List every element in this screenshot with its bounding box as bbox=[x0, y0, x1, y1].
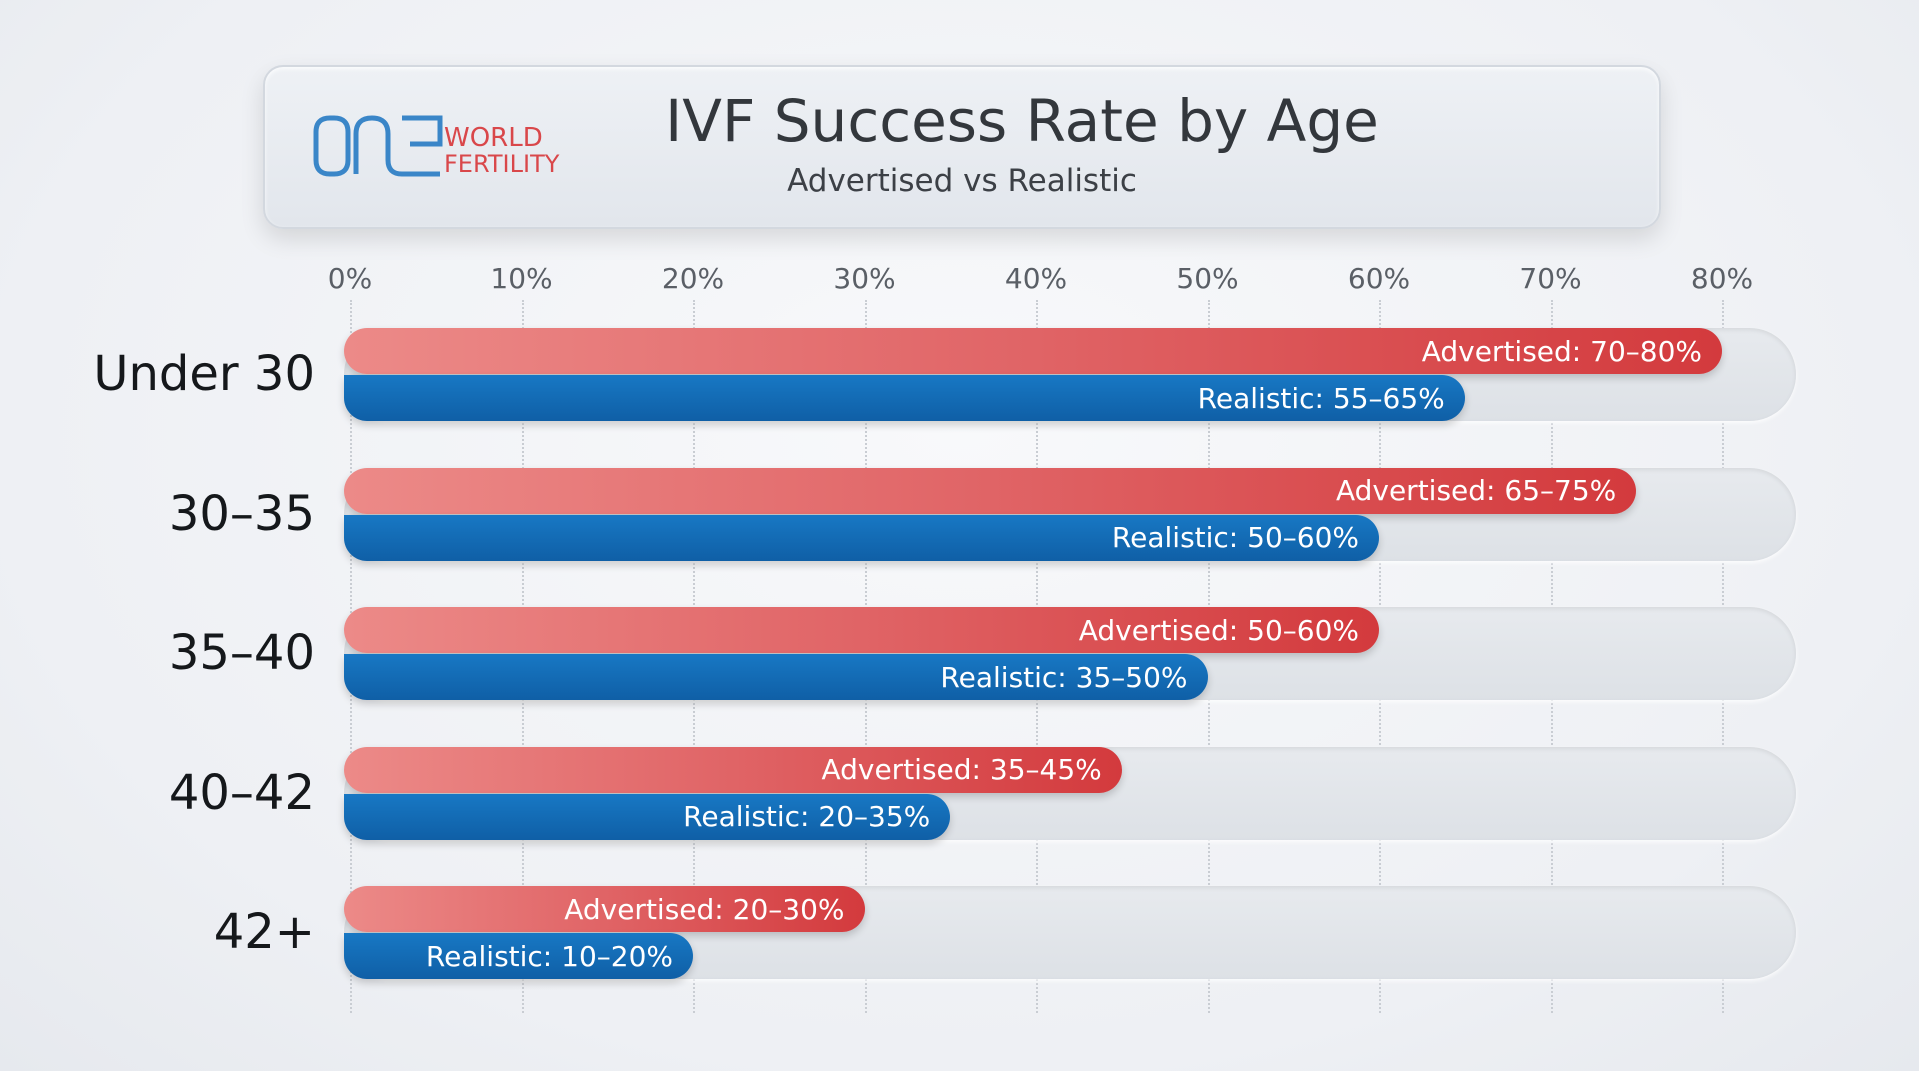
advertised-bar: Advertised: 50–60% bbox=[344, 607, 1379, 653]
x-tick-label: 0% bbox=[327, 262, 373, 295]
age-group-label: 30–35 bbox=[168, 485, 315, 542]
age-group-label: 35–40 bbox=[168, 625, 315, 681]
svg-text:WORLD: WORLD bbox=[444, 123, 543, 153]
one-world-fertility-logo: WORLD FERTILITY bbox=[313, 115, 560, 178]
chart-title: IVF Success Rate by Age bbox=[665, 87, 1379, 155]
age-group-label: Under 30 bbox=[93, 346, 315, 402]
realistic-bar: Realistic: 35–50% bbox=[344, 654, 1208, 700]
age-group-label: 40–42 bbox=[168, 764, 315, 821]
realistic-bar: Realistic: 10–20% bbox=[344, 933, 693, 979]
realistic-bar: Realistic: 55–65% bbox=[344, 375, 1465, 421]
x-tick-label: 60% bbox=[1347, 262, 1411, 295]
x-tick-label: 70% bbox=[1519, 262, 1582, 295]
x-tick-label: 20% bbox=[661, 262, 725, 295]
x-tick-label: 30% bbox=[833, 262, 896, 295]
x-tick-label: 50% bbox=[1176, 262, 1239, 295]
advertised-bar: Advertised: 35–45% bbox=[344, 746, 1122, 793]
x-tick-label: 80% bbox=[1690, 262, 1754, 295]
realistic-bar: Realistic: 20–35% bbox=[344, 793, 951, 840]
age-group-label: 42+ bbox=[213, 904, 315, 960]
realistic-bar: Realistic: 50–60% bbox=[344, 514, 1379, 561]
advertised-bar: Advertised: 20–30% bbox=[344, 886, 865, 932]
x-tick-label: 10% bbox=[490, 262, 553, 295]
svg-text:FERTILITY: FERTILITY bbox=[444, 150, 560, 178]
title-card: WORLD FERTILITY IVF Success Rate by Age … bbox=[263, 65, 1661, 229]
advertised-bar: Advertised: 65–75% bbox=[344, 467, 1637, 514]
chart-subtitle: Advertised vs Realistic bbox=[787, 163, 1137, 199]
x-tick-label: 40% bbox=[1004, 262, 1068, 295]
advertised-bar: Advertised: 70–80% bbox=[344, 328, 1722, 374]
